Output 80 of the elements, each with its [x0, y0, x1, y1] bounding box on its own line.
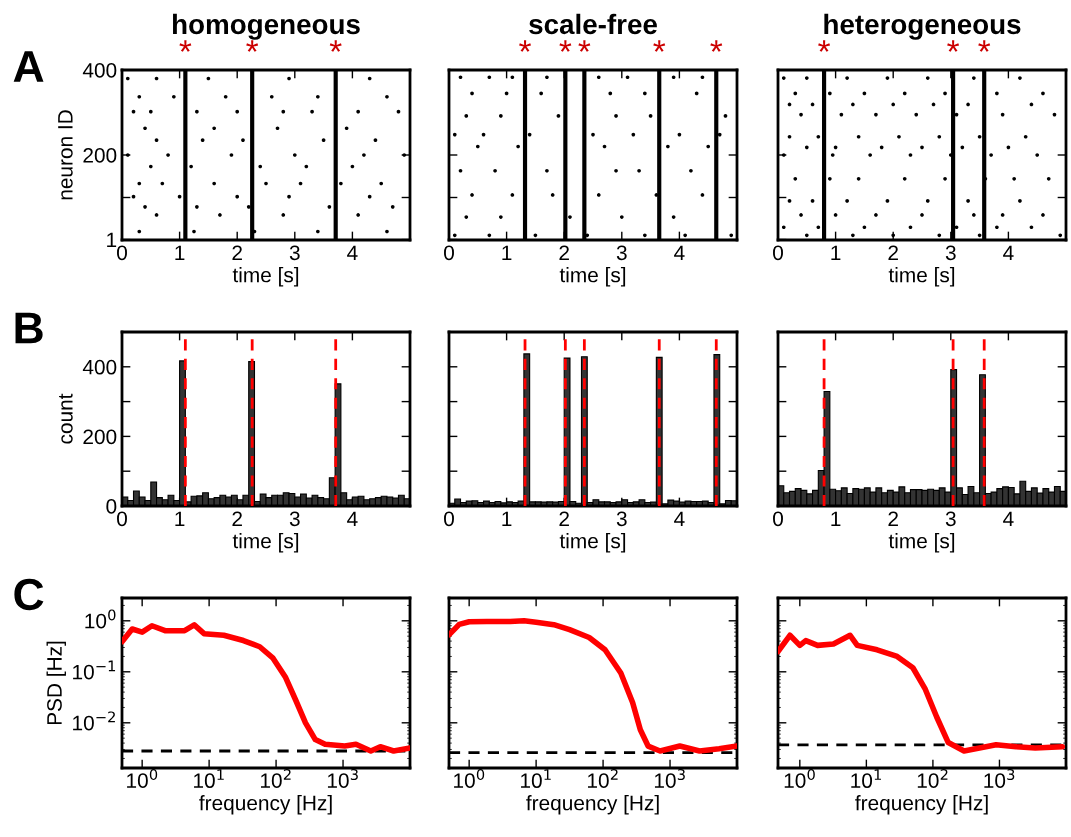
x-tick-label: 4 [347, 511, 358, 526]
x-tick-label: 2 [559, 511, 569, 526]
text: B [15, 312, 43, 344]
y-tick-label: 1 [107, 232, 117, 248]
x-tick-label: 10$^{3}$ [327, 769, 358, 788]
x-tick-label: 0 [773, 511, 783, 527]
y-axis-title: count [59, 393, 73, 444]
ref-line-label: * [710, 40, 723, 52]
ref-line-label: * [559, 40, 572, 52]
x-axis-title: time [s] [232, 533, 299, 553]
x-tick-label: 10$^{1}$ [194, 769, 224, 789]
x-tick-label: 1 [502, 245, 512, 260]
y-axis-title: neuron ID [58, 110, 73, 200]
x-tick-label: 0 [117, 245, 127, 261]
x-tick-label: 10$^{2}$ [588, 769, 618, 788]
x-tick-label: 3 [616, 245, 627, 261]
x-tick-label: 1 [831, 245, 841, 260]
x-tick-label: 10$^{1}$ [521, 769, 551, 789]
ref-line-label: * [179, 40, 192, 52]
y-tick-label: 200 [83, 148, 117, 163]
x-tick-label: 0 [773, 245, 783, 261]
ref-line-label: * [329, 40, 342, 52]
x-tick-label: 4 [1003, 511, 1014, 526]
text: A [13, 51, 44, 82]
x-tick-label: 10$^{2}$ [261, 769, 291, 788]
x-tick-label: 2 [232, 511, 242, 526]
x-tick-label: 2 [888, 511, 898, 526]
x-axis-title: time [s] [232, 267, 299, 287]
ref-line-label: * [818, 40, 831, 52]
x-tick-label: 1 [175, 245, 185, 260]
x-axis-title: time [s] [559, 533, 626, 553]
x-tick-label: 1 [831, 511, 841, 526]
ref-line-label: * [653, 40, 666, 52]
x-tick-label: 10$^{0}$ [127, 769, 158, 788]
x-axis-title: frequency [Hz] [526, 795, 659, 815]
y-tick-label: 400 [82, 359, 117, 375]
y-axis-title: PSD [Hz] [46, 641, 66, 725]
x-axis-title: time [s] [559, 267, 626, 287]
ref-line-label: * [578, 40, 591, 52]
x-tick-label: 2 [232, 245, 242, 260]
x-tick-label: 3 [945, 511, 956, 527]
y-tick-label: 0 [106, 499, 117, 514]
x-axis-title: time [s] [888, 533, 955, 553]
x-tick-label: 10$^{1}$ [851, 769, 881, 789]
y-tick-label: 10$^{0}$ [85, 609, 116, 629]
x-tick-label: 10$^{0}$ [454, 769, 485, 788]
x-tick-label: 4 [1003, 245, 1014, 260]
x-tick-label: 10$^{3}$ [654, 769, 685, 788]
x-tick-label: 2 [888, 245, 898, 260]
ref-line-label: * [519, 40, 531, 52]
chart-title: scale-free [529, 13, 657, 35]
y-tick-label: 10$^{−1}$ [73, 660, 116, 680]
x-tick-label: 4 [674, 511, 685, 526]
ref-line-label: * [246, 40, 259, 52]
text: C [14, 578, 44, 611]
ref-line-label: * [978, 40, 991, 52]
x-tick-label: 1 [175, 511, 185, 526]
chart-title: homogeneous [173, 13, 360, 40]
x-tick-label: 0 [444, 511, 454, 527]
x-tick-label: 3 [616, 511, 627, 527]
x-tick-label: 0 [444, 245, 454, 261]
y-tick-label: 10$^{−2}$ [73, 711, 115, 731]
x-axis-title: time [s] [888, 267, 955, 287]
ref-line-label: * [947, 40, 960, 52]
x-tick-label: 10$^{2}$ [917, 769, 948, 788]
x-axis-title: frequency [Hz] [199, 795, 332, 815]
x-tick-label: 0 [117, 511, 127, 527]
y-tick-label: 400 [82, 63, 117, 78]
x-tick-label: 3 [289, 511, 300, 527]
x-tick-label: 4 [674, 245, 685, 260]
chart-title: heterogeneous [824, 13, 1021, 40]
x-axis-title: frequency [Hz] [855, 795, 988, 815]
x-tick-label: 2 [559, 245, 569, 260]
x-tick-label: 3 [289, 245, 300, 261]
x-tick-label: 3 [945, 245, 956, 261]
x-tick-label: 4 [347, 245, 358, 260]
x-tick-label: 10$^{0}$ [784, 769, 815, 788]
y-tick-label: 200 [83, 429, 117, 445]
x-tick-label: 10$^{3}$ [984, 769, 1015, 788]
x-tick-label: 1 [502, 511, 512, 526]
